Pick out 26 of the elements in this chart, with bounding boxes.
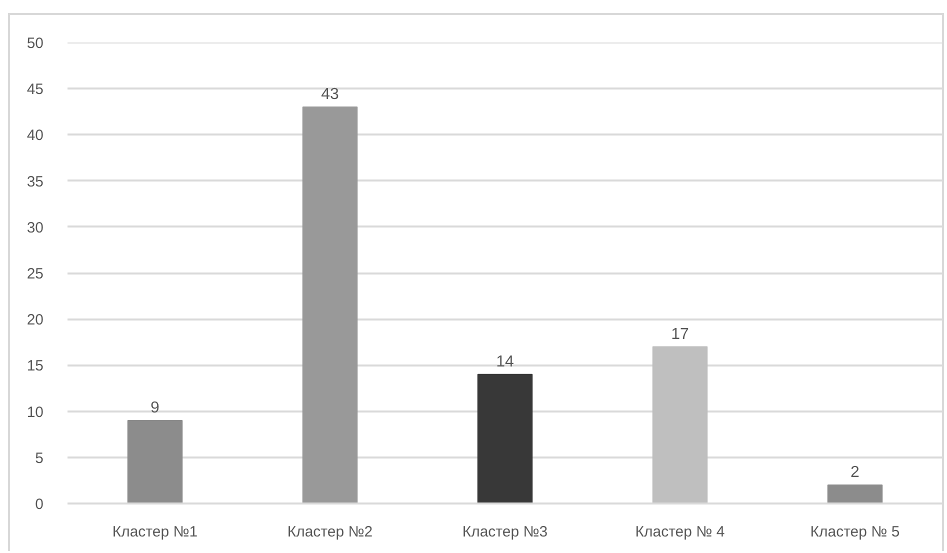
y-tick-label: 10 xyxy=(26,404,44,421)
data-label: 43 xyxy=(321,86,339,104)
bar xyxy=(127,420,183,504)
bar xyxy=(477,374,533,504)
y-tick-label: 25 xyxy=(26,266,44,282)
data-label: 2 xyxy=(850,464,860,482)
data-label: 9 xyxy=(150,400,160,417)
y-tick-label: 15 xyxy=(26,358,44,375)
x-tick-label: Кластер №3 xyxy=(462,524,548,540)
x-tick-label: Кластер № 5 xyxy=(810,524,900,540)
y-tick-label: 50 xyxy=(26,35,44,52)
data-label: 14 xyxy=(496,353,514,370)
x-tick-label: Кластер № 4 xyxy=(635,524,725,540)
bar xyxy=(652,346,708,504)
bar xyxy=(302,106,358,504)
y-tick-label: 20 xyxy=(26,312,44,329)
y-tick-label: 45 xyxy=(26,81,44,98)
x-tick-label: Кластер №1 xyxy=(112,524,198,540)
y-tick-label: 40 xyxy=(26,127,44,144)
y-tick-label: 5 xyxy=(35,450,44,467)
y-tick-label: 30 xyxy=(26,219,44,236)
bar xyxy=(827,484,883,504)
data-label: 17 xyxy=(671,326,689,343)
y-tick-label: 35 xyxy=(26,173,44,190)
x-tick-label: Кластер №2 xyxy=(287,524,373,540)
y-tick-label: 0 xyxy=(35,496,44,513)
